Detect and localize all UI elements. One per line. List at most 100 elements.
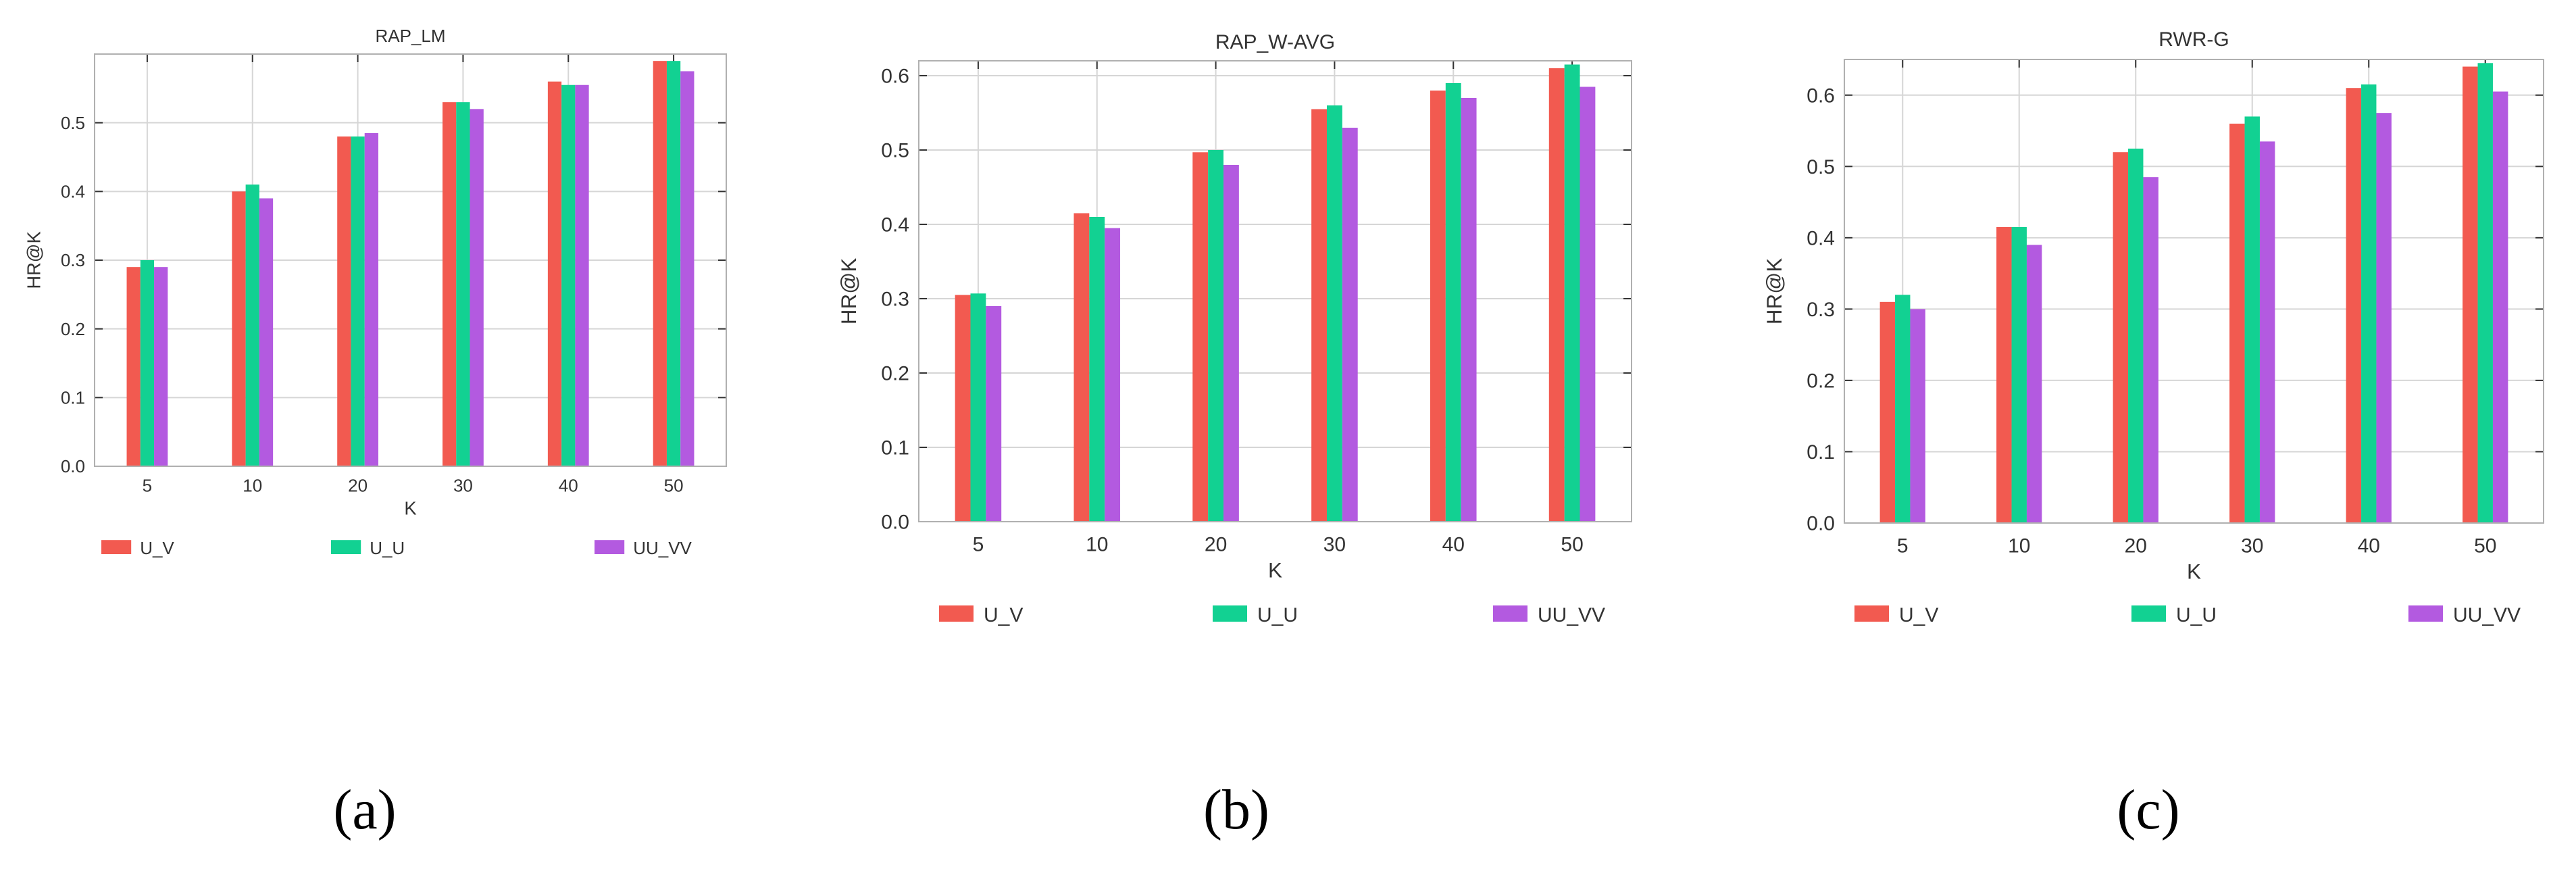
x-tick-label: 20 <box>1205 534 1227 556</box>
bar-u-u-30 <box>2244 116 2260 523</box>
bar-u-v-50 <box>653 61 667 466</box>
chart-rap-w-avg: 0.0 0.1 0.2 0.3 0.4 0.5 0.6 5 10 20 30 40 50 RAP_W-AV… <box>836 31 1632 626</box>
y-tick-label: 0.1 <box>61 387 85 407</box>
x-tick-label: 10 <box>2008 535 2030 557</box>
bar-u-v-10 <box>1996 227 2012 523</box>
plot-frame <box>94 53 727 467</box>
x-tick-label: 5 <box>973 534 984 556</box>
bar-u-v-30 <box>443 102 457 466</box>
bar-u-v-50 <box>2463 66 2478 524</box>
bar-u-v-5 <box>955 295 971 522</box>
bar-uu-vv-30 <box>2259 141 2275 523</box>
bar-uu-vv-10 <box>1105 228 1121 522</box>
x-axis-label: K <box>1268 558 1282 582</box>
x-tick-label: 30 <box>453 476 473 496</box>
legend-label-u-u: U_U <box>370 538 405 558</box>
y-tick-label: 0.5 <box>1807 156 1835 178</box>
bar-uu-vv-30 <box>1342 128 1358 522</box>
x-tick-label: 50 <box>1561 534 1583 556</box>
y-tick-label: 0.4 <box>1807 227 1835 249</box>
bar-u-u-5 <box>140 260 155 466</box>
bar-u-v-40 <box>547 81 562 466</box>
caption-c: (c) <box>2117 778 2180 841</box>
legend-swatch-u-u <box>331 540 361 554</box>
bar-u-v-20 <box>337 136 351 466</box>
legend-swatch-u-v <box>939 605 974 622</box>
chart-title: RAP_W-AVG <box>1215 31 1335 53</box>
x-tick-label: 50 <box>664 476 684 496</box>
legend-label-uu-vv: UU_VV <box>2453 604 2521 626</box>
x-tick-label: 40 <box>559 476 578 496</box>
chart-rap-lm: 0.0 0.1 0.2 0.3 0.4 0.5 5 10 20 30 40 50 RAP_LM K HR@K… <box>23 26 727 558</box>
bar-u-v-20 <box>2113 152 2129 523</box>
y-axis-label: HR@K <box>23 231 44 289</box>
legend-label-u-v: U_V <box>984 604 1023 626</box>
bar-u-u-20 <box>351 136 365 466</box>
bar-u-u-50 <box>666 61 681 466</box>
y-tick-label: 0.2 <box>61 319 85 339</box>
legend-swatch-u-u <box>2131 605 2166 622</box>
y-tick-label: 0.5 <box>881 140 909 162</box>
x-tick-label: 5 <box>143 476 152 496</box>
y-tick-label: 0.1 <box>1807 441 1835 464</box>
x-tick-label: 40 <box>1442 534 1465 556</box>
bar-u-v-30 <box>2229 123 2245 523</box>
bar-uu-vv-50 <box>1580 86 1596 522</box>
legend-label-u-v: U_V <box>1899 604 1938 626</box>
bar-u-v-5 <box>126 267 141 466</box>
plot-frame <box>1844 59 2544 524</box>
bar-u-v-20 <box>1192 152 1209 522</box>
y-tick-label: 0.3 <box>1807 299 1835 321</box>
bar-uu-vv-5 <box>1910 309 1925 523</box>
y-tick-label: 0.0 <box>1807 513 1835 535</box>
bar-u-u-10 <box>245 184 259 466</box>
y-axis-label: HR@K <box>1762 258 1786 324</box>
bar-u-v-30 <box>1311 109 1327 522</box>
bar-uu-vv-20 <box>1223 165 1239 522</box>
bar-u-v-10 <box>232 191 246 466</box>
legend-swatch-uu-vv <box>1493 605 1527 622</box>
y-tick-label: 0.0 <box>61 456 85 476</box>
y-tick-label: 0.0 <box>881 512 909 534</box>
legend-swatch-u-v <box>101 540 132 554</box>
bar-uu-vv-10 <box>259 198 274 466</box>
x-tick-label: 20 <box>2125 535 2147 557</box>
bar-u-v-40 <box>2346 88 2362 523</box>
legend-swatch-u-u <box>1213 605 1247 622</box>
y-tick-label: 0.4 <box>61 181 85 201</box>
bar-uu-vv-50 <box>2492 91 2508 523</box>
bar-u-v-10 <box>1074 213 1090 522</box>
bar-uu-vv-20 <box>364 132 378 466</box>
bar-u-v-5 <box>1879 301 1896 523</box>
bar-u-u-20 <box>1208 150 1224 522</box>
x-axis-label: K <box>404 498 416 519</box>
bar-u-u-30 <box>456 102 470 466</box>
bar-u-u-50 <box>2477 63 2493 524</box>
bar-uu-vv-50 <box>680 71 694 466</box>
bar-u-v-50 <box>1548 68 1565 522</box>
bar-uu-vv-10 <box>2026 245 2042 523</box>
bar-u-u-30 <box>1326 105 1342 522</box>
legend-label-uu-vv: UU_VV <box>633 538 692 558</box>
y-tick-label: 0.5 <box>61 113 85 133</box>
x-tick-label: 10 <box>243 476 262 496</box>
legend-swatch-uu-vv <box>2408 605 2443 622</box>
legend-swatch-uu-vv <box>595 540 625 554</box>
bar-uu-vv-40 <box>1461 98 1477 522</box>
bar-u-u-20 <box>2128 148 2144 523</box>
plot-area <box>1844 59 2544 523</box>
legend-swatch-u-v <box>1854 605 1889 622</box>
y-tick-label: 0.4 <box>881 214 909 237</box>
bar-u-u-40 <box>2361 84 2377 523</box>
legend-label-u-u: U_U <box>2176 604 2217 626</box>
y-tick-label: 0.1 <box>881 437 909 460</box>
y-tick-label: 0.6 <box>1807 84 1835 107</box>
y-tick-label: 0.3 <box>881 289 909 311</box>
bar-uu-vv-40 <box>575 84 589 466</box>
bar-uu-vv-30 <box>470 109 484 467</box>
bar-u-v-40 <box>1430 91 1446 522</box>
x-tick-label: 10 <box>1086 534 1108 556</box>
y-tick-label: 0.6 <box>881 66 909 88</box>
y-axis-label: HR@K <box>836 258 861 324</box>
